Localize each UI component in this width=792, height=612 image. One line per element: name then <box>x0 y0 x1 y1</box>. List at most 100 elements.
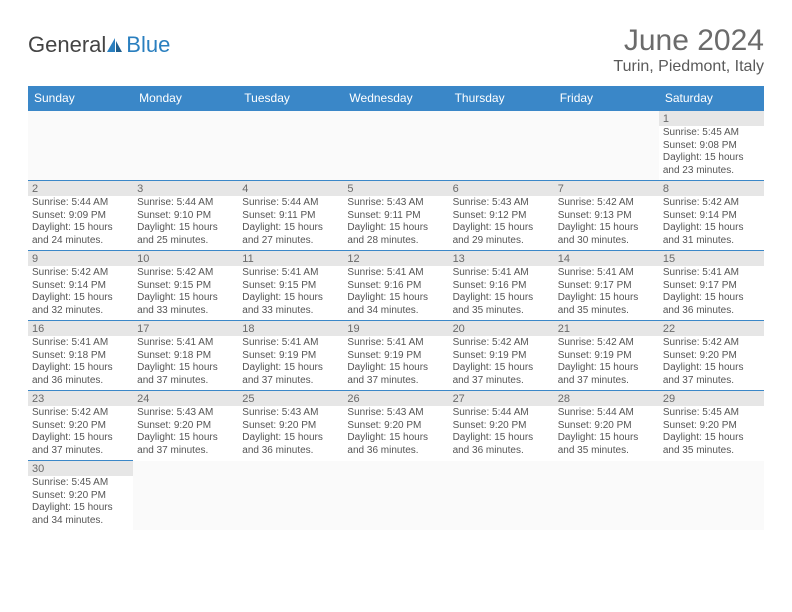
weekday-header: Sunday <box>28 86 133 111</box>
day-content-cell: Sunrise: 5:44 AMSunset: 9:20 PMDaylight:… <box>449 406 554 461</box>
day-number-cell: 4 <box>238 181 343 197</box>
empty-cell <box>343 111 448 127</box>
sunrise-text: Sunrise: 5:42 AM <box>663 197 760 210</box>
weekday-header: Wednesday <box>343 86 448 111</box>
empty-cell <box>133 111 238 127</box>
sunrise-text: Sunrise: 5:43 AM <box>347 407 444 420</box>
sunrise-text: Sunrise: 5:44 AM <box>32 197 129 210</box>
sunset-text: Sunset: 9:18 PM <box>137 350 234 363</box>
sunrise-text: Sunrise: 5:45 AM <box>663 407 760 420</box>
daylight-text: and 30 minutes. <box>558 235 655 248</box>
daylight-text: and 36 minutes. <box>453 445 550 458</box>
day-number-cell: 3 <box>133 181 238 197</box>
empty-cell <box>133 476 238 530</box>
daylight-text: Daylight: 15 hours <box>242 362 339 375</box>
day-content-cell: Sunrise: 5:43 AMSunset: 9:20 PMDaylight:… <box>238 406 343 461</box>
daylight-text: and 27 minutes. <box>242 235 339 248</box>
day-content-cell: Sunrise: 5:41 AMSunset: 9:17 PMDaylight:… <box>554 266 659 321</box>
sunrise-text: Sunrise: 5:44 AM <box>558 407 655 420</box>
sunset-text: Sunset: 9:11 PM <box>242 210 339 223</box>
sunset-text: Sunset: 9:20 PM <box>32 420 129 433</box>
sunrise-text: Sunrise: 5:42 AM <box>663 337 760 350</box>
empty-cell <box>343 126 448 181</box>
sunset-text: Sunset: 9:20 PM <box>663 350 760 363</box>
day-number-row: 9101112131415 <box>28 251 764 267</box>
sunset-text: Sunset: 9:08 PM <box>663 140 760 153</box>
daylight-text: Daylight: 15 hours <box>558 292 655 305</box>
day-content-cell: Sunrise: 5:43 AMSunset: 9:11 PMDaylight:… <box>343 196 448 251</box>
daylight-text: and 31 minutes. <box>663 235 760 248</box>
day-number-cell: 29 <box>659 391 764 407</box>
sunrise-text: Sunrise: 5:45 AM <box>32 477 129 490</box>
sunrise-text: Sunrise: 5:42 AM <box>137 267 234 280</box>
empty-cell <box>659 461 764 477</box>
day-number-cell: 15 <box>659 251 764 267</box>
daylight-text: Daylight: 15 hours <box>32 292 129 305</box>
title-block: June 2024 Turin, Piedmont, Italy <box>613 24 764 76</box>
sunrise-text: Sunrise: 5:45 AM <box>663 127 760 140</box>
day-number-cell: 8 <box>659 181 764 197</box>
empty-cell <box>238 126 343 181</box>
weekday-header-row: SundayMondayTuesdayWednesdayThursdayFrid… <box>28 86 764 111</box>
weekday-header: Saturday <box>659 86 764 111</box>
day-number-cell: 14 <box>554 251 659 267</box>
empty-cell <box>449 126 554 181</box>
day-content-cell: Sunrise: 5:45 AMSunset: 9:20 PMDaylight:… <box>659 406 764 461</box>
month-title: June 2024 <box>613 24 764 58</box>
daylight-text: Daylight: 15 hours <box>347 222 444 235</box>
day-number-cell: 24 <box>133 391 238 407</box>
day-content-cell: Sunrise: 5:42 AMSunset: 9:14 PMDaylight:… <box>659 196 764 251</box>
logo-text-general: General <box>28 32 106 58</box>
sunrise-text: Sunrise: 5:42 AM <box>558 197 655 210</box>
day-content-cell: Sunrise: 5:41 AMSunset: 9:19 PMDaylight:… <box>343 336 448 391</box>
daylight-text: and 37 minutes. <box>663 375 760 388</box>
sunrise-text: Sunrise: 5:41 AM <box>32 337 129 350</box>
daylight-text: and 36 minutes. <box>663 305 760 318</box>
daylight-text: Daylight: 15 hours <box>32 432 129 445</box>
daylight-text: and 36 minutes. <box>32 375 129 388</box>
daylight-text: and 34 minutes. <box>347 305 444 318</box>
day-content-cell: Sunrise: 5:45 AMSunset: 9:20 PMDaylight:… <box>28 476 133 530</box>
sunrise-text: Sunrise: 5:43 AM <box>453 197 550 210</box>
day-number-cell: 30 <box>28 461 133 477</box>
day-number-cell: 5 <box>343 181 448 197</box>
day-content-cell: Sunrise: 5:42 AMSunset: 9:19 PMDaylight:… <box>554 336 659 391</box>
logo-sail-icon <box>105 36 125 54</box>
day-number-cell: 12 <box>343 251 448 267</box>
weekday-header: Friday <box>554 86 659 111</box>
empty-cell <box>554 111 659 127</box>
sunrise-text: Sunrise: 5:41 AM <box>137 337 234 350</box>
sunrise-text: Sunrise: 5:41 AM <box>242 337 339 350</box>
daylight-text: Daylight: 15 hours <box>137 362 234 375</box>
daylight-text: Daylight: 15 hours <box>663 432 760 445</box>
daylight-text: and 23 minutes. <box>663 165 760 178</box>
daylight-text: and 35 minutes. <box>558 305 655 318</box>
sunset-text: Sunset: 9:20 PM <box>453 420 550 433</box>
sunrise-text: Sunrise: 5:44 AM <box>242 197 339 210</box>
day-number-cell: 19 <box>343 321 448 337</box>
day-number-cell: 18 <box>238 321 343 337</box>
daylight-text: Daylight: 15 hours <box>242 292 339 305</box>
weekday-header: Monday <box>133 86 238 111</box>
empty-cell <box>554 461 659 477</box>
sunrise-text: Sunrise: 5:42 AM <box>453 337 550 350</box>
daylight-text: and 37 minutes. <box>558 375 655 388</box>
day-number-row: 16171819202122 <box>28 321 764 337</box>
daylight-text: Daylight: 15 hours <box>453 222 550 235</box>
empty-cell <box>238 476 343 530</box>
daylight-text: Daylight: 15 hours <box>347 432 444 445</box>
day-content-cell: Sunrise: 5:41 AMSunset: 9:17 PMDaylight:… <box>659 266 764 321</box>
weekday-header: Tuesday <box>238 86 343 111</box>
day-number-cell: 10 <box>133 251 238 267</box>
daylight-text: Daylight: 15 hours <box>32 502 129 515</box>
daylight-text: and 25 minutes. <box>137 235 234 248</box>
sunrise-text: Sunrise: 5:41 AM <box>453 267 550 280</box>
sunset-text: Sunset: 9:19 PM <box>558 350 655 363</box>
sunset-text: Sunset: 9:18 PM <box>32 350 129 363</box>
daylight-text: Daylight: 15 hours <box>558 362 655 375</box>
empty-cell <box>133 126 238 181</box>
daylight-text: Daylight: 15 hours <box>242 432 339 445</box>
daylight-text: and 35 minutes. <box>663 445 760 458</box>
sunset-text: Sunset: 9:14 PM <box>32 280 129 293</box>
day-content-cell: Sunrise: 5:44 AMSunset: 9:11 PMDaylight:… <box>238 196 343 251</box>
